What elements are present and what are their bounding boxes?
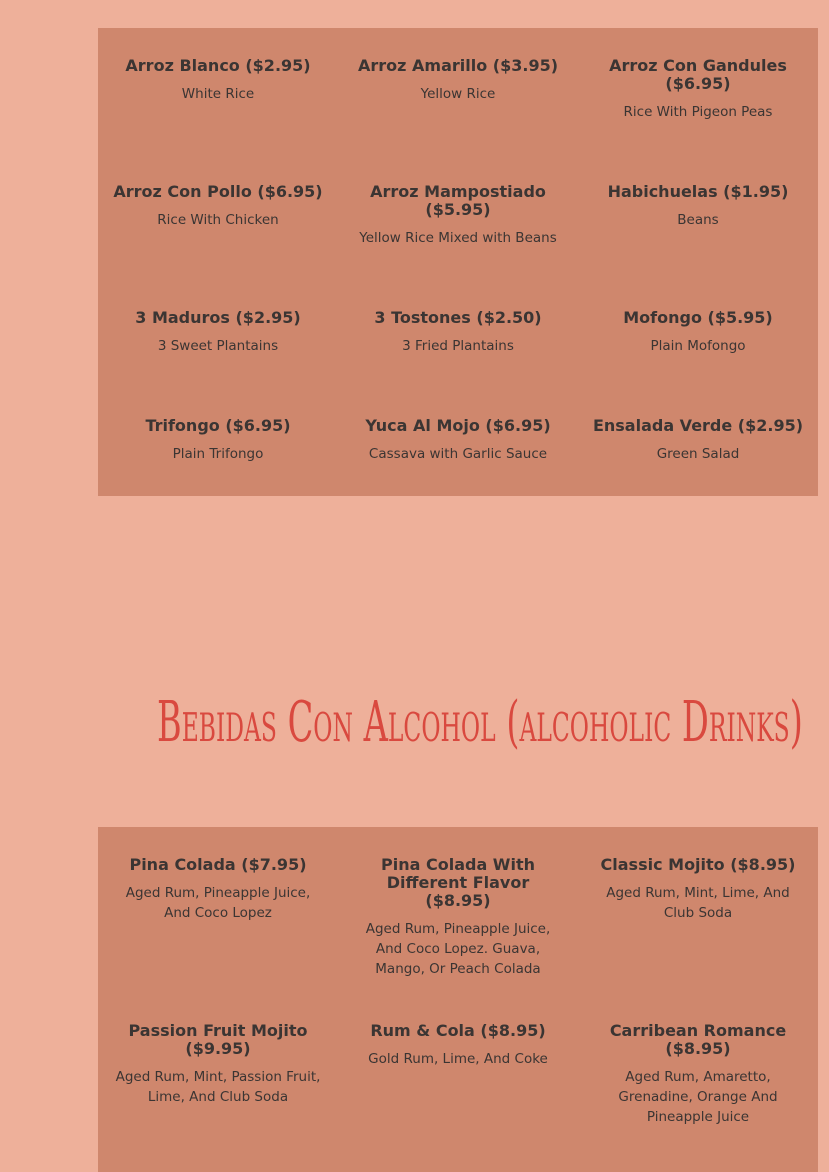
drinks-panel: Pina Colada ($7.95) Aged Rum, Pineapple J…	[98, 827, 818, 1172]
item-description: Yellow Rice Mixed with Beans	[359, 230, 557, 246]
item-description: 3 Sweet Plantains	[157, 338, 279, 354]
menu-item: Ensalada Verde ($2.95) Green Salad	[578, 417, 818, 496]
menu-item: Carribean Romance ($8.95) Aged Rum, Amare…	[578, 1022, 818, 1172]
item-description: Aged Rum, Pineapple Juice, And Coco Lope…	[125, 885, 311, 921]
menu-item: Habichuelas ($1.95) Beans	[578, 183, 818, 309]
item-description: Yellow Rice	[420, 86, 496, 102]
item-description: Aged Rum, Amaretto, Grenadine, Orange An…	[618, 1069, 778, 1125]
item-name: Trifongo ($6.95)	[145, 416, 291, 435]
section-heading: Bebidas Con Alcohol (alcoholic Drinks)	[157, 690, 803, 755]
menu-item: Arroz Amarillo ($3.95) Yellow Rice	[338, 57, 578, 183]
item-description: Aged Rum, Pineapple Juice, And Coco Lope…	[365, 921, 551, 977]
item-description: Beans	[677, 212, 719, 228]
item-description: Plain Trifongo	[172, 446, 264, 462]
item-description: Aged Rum, Mint, Lime, And Club Soda	[606, 885, 790, 921]
menu-item: 3 Tostones ($2.50) 3 Fried Plantains	[338, 309, 578, 417]
item-name: Mofongo ($5.95)	[623, 308, 773, 327]
item-name: Ensalada Verde ($2.95)	[592, 416, 804, 435]
item-description: 3 Fried Plantains	[402, 338, 514, 354]
menu-item: Classic Mojito ($8.95) Aged Rum, Mint, Li…	[578, 856, 818, 1022]
item-name: Pina Colada With Different Flavor ($8.95…	[381, 855, 535, 910]
menu-item: 3 Maduros ($2.95) 3 Sweet Plantains	[98, 309, 338, 417]
item-name: Yuca Al Mojo ($6.95)	[365, 416, 551, 435]
item-description: Cassava with Garlic Sauce	[368, 446, 548, 462]
menu-item: Rum & Cola ($8.95) Gold Rum, Lime, And Co…	[338, 1022, 578, 1172]
item-name: Pina Colada ($7.95)	[129, 855, 307, 874]
item-name: Rum & Cola ($8.95)	[370, 1021, 546, 1040]
item-description: Rice With Pigeon Peas	[623, 104, 773, 120]
menu-item: Yuca Al Mojo ($6.95) Cassava with Garlic …	[338, 417, 578, 496]
item-description: White Rice	[181, 86, 255, 102]
menu-item: Passion Fruit Mojito ($9.95) Aged Rum, Mi…	[98, 1022, 338, 1172]
item-description: Gold Rum, Lime, And Coke	[368, 1051, 548, 1067]
menu-item: Mofongo ($5.95) Plain Mofongo	[578, 309, 818, 417]
menu-item: Pina Colada With Different Flavor ($8.95…	[338, 856, 578, 1022]
item-name: Arroz Blanco ($2.95)	[125, 56, 311, 75]
item-name: 3 Maduros ($2.95)	[135, 308, 301, 327]
menu-item: Arroz Con Pollo ($6.95) Rice With Chicken	[98, 183, 338, 309]
item-name: Arroz Amarillo ($3.95)	[357, 56, 559, 75]
item-description: Rice With Chicken	[157, 212, 279, 228]
food-panel: Arroz Blanco ($2.95) White Rice Arroz Amar…	[98, 28, 818, 496]
item-description: Aged Rum, Mint, Passion Fruit, Lime, And…	[115, 1069, 321, 1105]
item-name: Arroz Mampostiado ($5.95)	[370, 182, 546, 219]
item-name: Carribean Romance ($8.95)	[609, 1021, 787, 1058]
menu-item: Trifongo ($6.95) Plain Trifongo	[98, 417, 338, 496]
menu-item: Arroz Blanco ($2.95) White Rice	[98, 57, 338, 183]
menu-item: Pina Colada ($7.95) Aged Rum, Pineapple J…	[98, 856, 338, 1022]
item-name: Habichuelas ($1.95)	[607, 182, 789, 201]
item-name: Classic Mojito ($8.95)	[600, 855, 796, 874]
menu-item: Arroz Con Gandules ($6.95) Rice With Pige…	[578, 57, 818, 183]
item-description: Green Salad	[656, 446, 740, 462]
item-name: Passion Fruit Mojito ($9.95)	[128, 1021, 308, 1058]
item-name: 3 Tostones ($2.50)	[374, 308, 542, 327]
item-name: Arroz Con Pollo ($6.95)	[113, 182, 323, 201]
menu-item: Arroz Mampostiado ($5.95) Yellow Rice Mix…	[338, 183, 578, 309]
item-description: Plain Mofongo	[650, 338, 746, 354]
item-name: Arroz Con Gandules ($6.95)	[609, 56, 787, 93]
